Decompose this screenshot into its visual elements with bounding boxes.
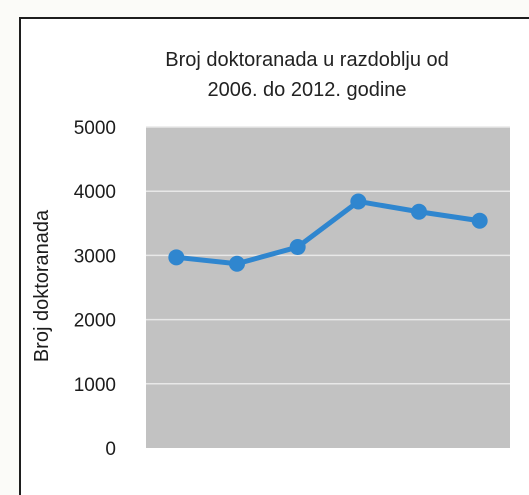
- data-point-2007: [229, 255, 245, 272]
- y-tick-label-2: 2000: [74, 311, 116, 332]
- y-axis-ticks: 0 1000 2000 3000 4000 5000: [74, 118, 116, 460]
- data-point-2011: [471, 212, 488, 229]
- chart-title-line-2: 2006. do 2012. godine: [207, 79, 406, 101]
- data-point-2010: [411, 203, 427, 220]
- plot-area: [146, 127, 510, 448]
- series-line-0: [176, 198, 481, 267]
- data-point-2006: [168, 249, 185, 266]
- series-layer: [168, 193, 488, 272]
- data-point-2009: [350, 193, 367, 210]
- y-tick-label-0: 0: [105, 439, 116, 460]
- y-axis-label: Broj doktoranada: [31, 209, 53, 362]
- chart-title-line-1: Broj doktoranada u razdoblju od: [165, 49, 449, 71]
- y-tick-label-5: 5000: [74, 118, 116, 139]
- gridlines: [146, 126, 510, 385]
- data-point-2008: [289, 239, 306, 256]
- y-tick-label-3: 3000: [74, 246, 116, 267]
- y-tick-label-1: 1000: [74, 375, 116, 396]
- y-tick-label-4: 4000: [74, 182, 116, 203]
